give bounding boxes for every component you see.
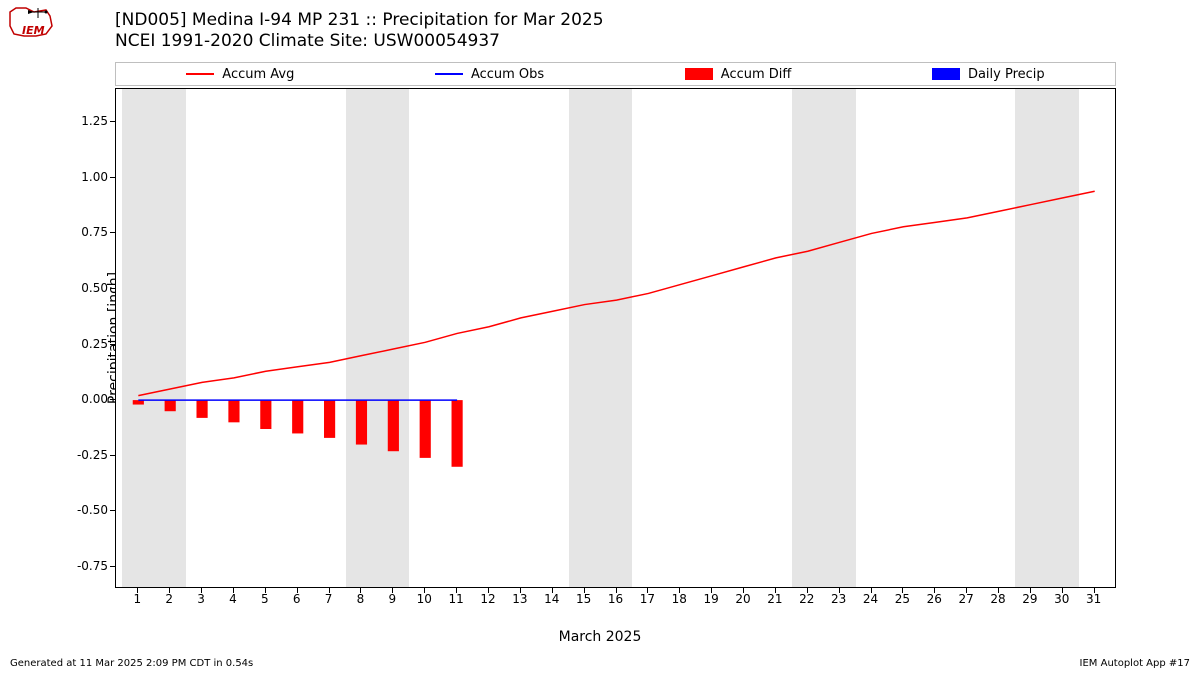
x-tick-label: 4	[229, 592, 237, 606]
x-tick-label: 28	[990, 592, 1005, 606]
legend-item: Accum Avg	[186, 67, 294, 82]
accum-avg-line	[138, 191, 1094, 395]
x-tick-label: 8	[357, 592, 365, 606]
accum-diff-bar	[324, 400, 335, 438]
x-tick-label: 31	[1086, 592, 1101, 606]
x-tick-label: 27	[959, 592, 974, 606]
x-tick-label: 29	[1022, 592, 1037, 606]
legend: Accum Avg Accum Obs Accum Diff Daily Precip	[115, 62, 1116, 86]
y-tick	[110, 121, 115, 122]
x-tick-label: 26	[927, 592, 942, 606]
x-tick-label: 9	[389, 592, 397, 606]
legend-label: Daily Precip	[968, 67, 1045, 82]
accum-diff-bar	[260, 400, 271, 429]
accum-diff-bar	[292, 400, 303, 433]
y-tick-label: -0.50	[58, 503, 108, 517]
legend-swatch	[932, 68, 960, 80]
x-tick-label: 18	[672, 592, 687, 606]
x-tick-label: 10	[417, 592, 432, 606]
x-tick-label: 24	[863, 592, 878, 606]
legend-item: Daily Precip	[932, 67, 1045, 82]
y-tick	[110, 177, 115, 178]
accum-diff-bar	[165, 400, 176, 411]
x-tick-label: 11	[448, 592, 463, 606]
legend-item: Accum Obs	[435, 67, 544, 82]
y-tick	[110, 399, 115, 400]
y-tick	[110, 510, 115, 511]
x-tick-label: 12	[480, 592, 495, 606]
y-tick	[110, 288, 115, 289]
x-tick-label: 2	[165, 592, 173, 606]
x-tick-label: 5	[261, 592, 269, 606]
accum-diff-bar	[356, 400, 367, 444]
y-tick-label: 0.25	[58, 337, 108, 351]
x-tick-label: 30	[1054, 592, 1069, 606]
plot-area	[115, 88, 1116, 588]
legend-swatch	[435, 73, 463, 75]
x-tick-label: 17	[640, 592, 655, 606]
y-tick	[110, 232, 115, 233]
title-line-1: [ND005] Medina I-94 MP 231 :: Precipitat…	[115, 10, 604, 31]
plot-svg	[116, 89, 1116, 588]
x-tick-label: 21	[767, 592, 782, 606]
legend-label: Accum Diff	[721, 67, 792, 82]
accum-diff-bar	[452, 400, 463, 467]
x-tick-label: 6	[293, 592, 301, 606]
footer-generated: Generated at 11 Mar 2025 2:09 PM CDT in …	[10, 658, 253, 669]
y-tick-label: 1.25	[58, 114, 108, 128]
x-tick-label: 15	[576, 592, 591, 606]
accum-diff-bar	[420, 400, 431, 458]
x-tick-label: 16	[608, 592, 623, 606]
y-tick-label: 0.00	[58, 392, 108, 406]
legend-item: Accum Diff	[685, 67, 792, 82]
iem-logo: IEM	[6, 4, 54, 40]
accum-diff-bar	[388, 400, 399, 451]
x-tick-label: 7	[325, 592, 333, 606]
accum-diff-bar	[196, 400, 207, 418]
y-tick	[110, 455, 115, 456]
x-tick-label: 14	[544, 592, 559, 606]
y-tick	[110, 566, 115, 567]
legend-swatch	[685, 68, 713, 80]
y-tick	[110, 344, 115, 345]
title-line-2: NCEI 1991-2020 Climate Site: USW00054937	[115, 31, 604, 52]
y-tick-label: -0.75	[58, 559, 108, 573]
y-tick-label: -0.25	[58, 448, 108, 462]
x-tick-label: 22	[799, 592, 814, 606]
legend-label: Accum Obs	[471, 67, 544, 82]
y-tick-label: 0.50	[58, 281, 108, 295]
legend-swatch	[186, 73, 214, 75]
x-tick-label: 3	[197, 592, 205, 606]
x-tick-label: 19	[703, 592, 718, 606]
x-axis-label: March 2025	[559, 629, 642, 645]
y-tick-label: 0.75	[58, 225, 108, 239]
legend-label: Accum Avg	[222, 67, 294, 82]
x-tick-label: 23	[831, 592, 846, 606]
footer-app: IEM Autoplot App #17	[1080, 658, 1190, 669]
x-tick-label: 1	[133, 592, 141, 606]
accum-diff-bar	[228, 400, 239, 422]
y-tick-label: 1.00	[58, 170, 108, 184]
x-tick-label: 20	[735, 592, 750, 606]
x-tick-label: 13	[512, 592, 527, 606]
chart-title: [ND005] Medina I-94 MP 231 :: Precipitat…	[115, 10, 604, 53]
x-tick-label: 25	[895, 592, 910, 606]
svg-text:IEM: IEM	[22, 24, 45, 37]
